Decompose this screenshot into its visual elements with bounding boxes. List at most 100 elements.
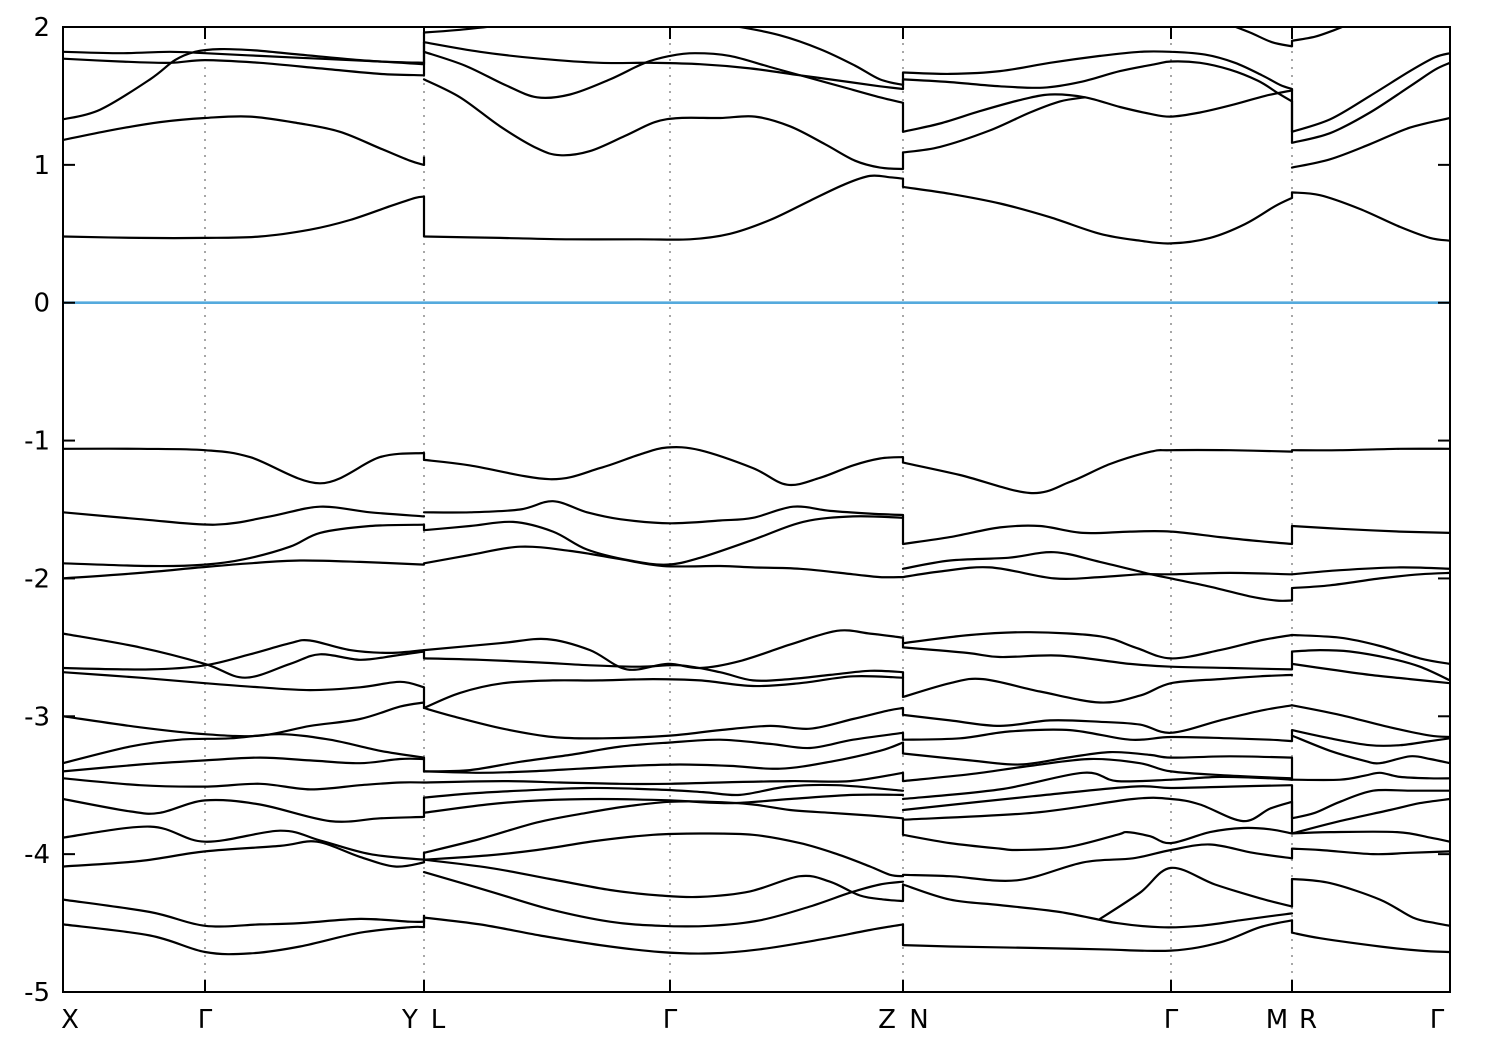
y-tick-label: 0 bbox=[33, 289, 50, 319]
band-curve bbox=[901, 646, 1294, 671]
k-point-label: R bbox=[1299, 1005, 1317, 1035]
band-curve bbox=[1290, 524, 1450, 534]
band-curve bbox=[1290, 633, 1450, 665]
band-curve bbox=[422, 731, 905, 773]
band-curve bbox=[901, 524, 1294, 546]
band-curve bbox=[422, 174, 905, 241]
k-point-label: Y bbox=[401, 1005, 418, 1035]
band-curve bbox=[1290, 447, 1450, 452]
band-curve bbox=[1098, 866, 1294, 920]
k-point-label: L bbox=[431, 1005, 446, 1035]
band-curve bbox=[901, 796, 1294, 823]
k-point-label: Γ bbox=[1164, 1005, 1179, 1035]
band-jump-segments bbox=[422, 32, 1294, 946]
band-curve bbox=[422, 78, 905, 171]
band-curve bbox=[1290, 571, 1450, 590]
band-curve bbox=[901, 566, 1294, 581]
band-curve bbox=[901, 96, 1087, 154]
k-point-label: X bbox=[61, 1005, 79, 1035]
band-curve bbox=[422, 741, 905, 774]
band-curve bbox=[901, 826, 1294, 852]
k-point-label: N bbox=[909, 1005, 928, 1035]
band-curve bbox=[901, 771, 1294, 801]
band-curve bbox=[422, 500, 905, 525]
k-point-label: Γ bbox=[663, 1005, 678, 1035]
band-curve bbox=[901, 784, 1294, 812]
axis-ticks bbox=[63, 26, 1450, 993]
band-curve bbox=[63, 733, 426, 765]
band-curve bbox=[901, 185, 1294, 245]
band-curve bbox=[422, 706, 905, 740]
band-curve bbox=[63, 777, 426, 791]
band-curve bbox=[422, 41, 905, 91]
band-curve bbox=[1290, 847, 1450, 856]
k-point-label: M bbox=[1266, 1005, 1288, 1035]
band-curve bbox=[422, 674, 905, 710]
y-axis-tick-labels: 2 1 0 -1 -2 -3 -4 -5 bbox=[24, 13, 50, 1008]
band-curve bbox=[1290, 116, 1450, 169]
band-curve bbox=[63, 47, 426, 121]
band-curve bbox=[63, 671, 426, 692]
band-curve bbox=[63, 115, 426, 166]
y-tick-label: -3 bbox=[24, 702, 50, 732]
band-curve bbox=[1290, 877, 1450, 927]
band-curve bbox=[1290, 704, 1450, 739]
band-curve bbox=[63, 825, 426, 861]
band-curve bbox=[422, 629, 905, 671]
band-curve bbox=[63, 195, 426, 240]
y-tick-label: -2 bbox=[24, 564, 50, 594]
band-curve bbox=[1290, 797, 1450, 835]
y-tick-label: 2 bbox=[33, 13, 50, 43]
band-curve bbox=[63, 559, 426, 580]
band-curve bbox=[901, 631, 1294, 660]
band-curve bbox=[901, 704, 1294, 734]
plot-frame bbox=[62, 26, 1451, 993]
band-curve bbox=[422, 793, 905, 814]
band-curve bbox=[63, 505, 426, 526]
band-curve bbox=[1290, 734, 1450, 765]
band-curve bbox=[901, 89, 1294, 133]
band-curve bbox=[422, 771, 905, 786]
y-tick-label: -4 bbox=[24, 840, 50, 870]
band-curve bbox=[1290, 61, 1450, 144]
symmetry-gridlines bbox=[204, 27, 1293, 992]
band-curve bbox=[63, 797, 426, 823]
k-point-label: Γ bbox=[1430, 1005, 1445, 1035]
band-curve bbox=[901, 750, 1294, 766]
band-curve bbox=[901, 448, 1294, 495]
band-curve bbox=[63, 701, 426, 738]
band-curve bbox=[422, 545, 905, 579]
band-curve bbox=[901, 757, 1294, 783]
band-curve bbox=[901, 60, 1294, 103]
band-curve bbox=[422, 446, 905, 487]
band-curve bbox=[63, 840, 426, 868]
band-curve bbox=[1290, 830, 1450, 843]
band-curve bbox=[422, 657, 905, 682]
band-curve bbox=[1290, 662, 1450, 685]
band-curve bbox=[422, 871, 905, 928]
band-curve bbox=[63, 638, 426, 671]
band-curve bbox=[1290, 771, 1450, 782]
band-curve bbox=[901, 919, 1294, 953]
band-curve bbox=[901, 728, 1294, 743]
band-curve bbox=[1290, 27, 1345, 42]
band-curve bbox=[901, 843, 1294, 882]
band-curve bbox=[1290, 931, 1450, 954]
band-curve bbox=[901, 50, 1294, 91]
band-curve bbox=[63, 756, 426, 773]
band-curve bbox=[63, 447, 426, 485]
band-curve bbox=[63, 898, 426, 928]
band-curve bbox=[63, 632, 426, 679]
y-tick-label: -1 bbox=[24, 427, 50, 457]
band-curve bbox=[63, 523, 426, 568]
band-curve bbox=[422, 916, 905, 955]
band-curve bbox=[1290, 649, 1450, 682]
band-curve bbox=[63, 57, 426, 77]
band-curve bbox=[422, 800, 905, 854]
band-curve bbox=[422, 832, 905, 878]
band-curves bbox=[63, 27, 1450, 956]
band-curve bbox=[422, 858, 905, 903]
band-curve bbox=[1290, 566, 1450, 576]
